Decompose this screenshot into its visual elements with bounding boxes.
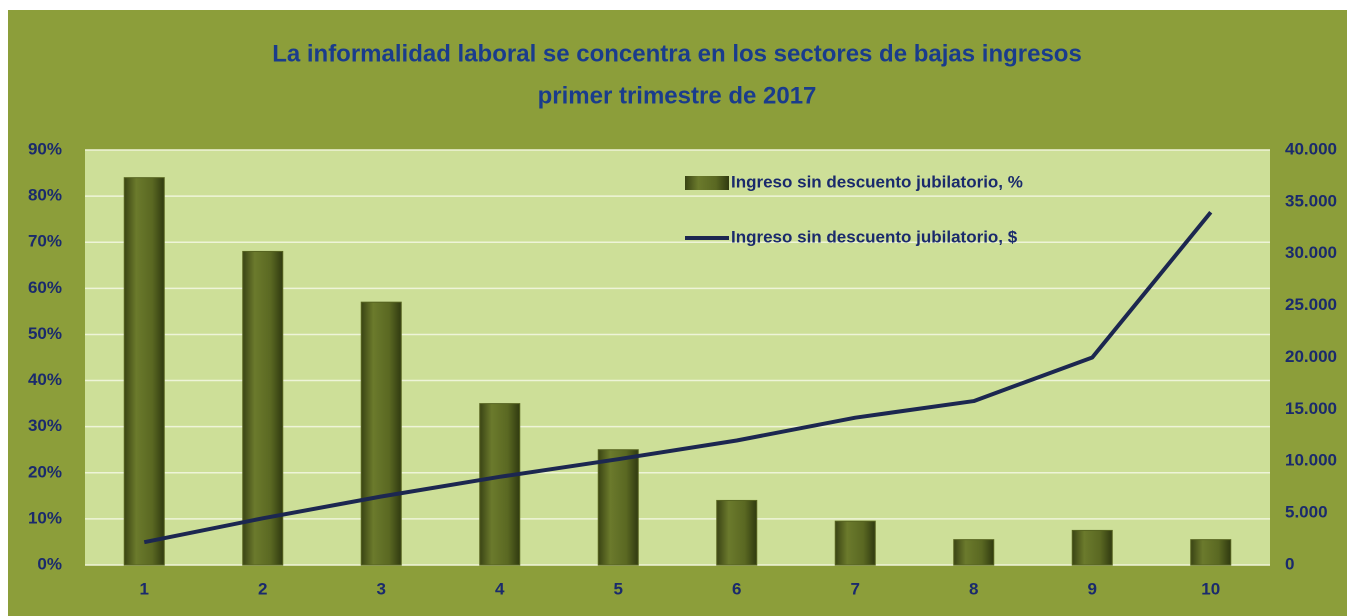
bar: [242, 250, 284, 566]
x-tick-label: 8: [969, 579, 978, 598]
y2-tick-label: 40.000: [1285, 139, 1337, 158]
y-tick-label: 50%: [28, 324, 62, 343]
bar: [123, 177, 165, 566]
bar: [1071, 529, 1113, 566]
x-tick-label: 7: [851, 579, 860, 598]
y2-tick-label: 20.000: [1285, 347, 1337, 366]
x-tick-label: 2: [258, 579, 267, 598]
x-tick-label: 4: [495, 579, 505, 598]
x-tick-label: 1: [140, 579, 149, 598]
bar: [479, 403, 521, 566]
bar: [360, 301, 402, 566]
y-tick-label: 20%: [28, 462, 62, 481]
x-tick-label: 5: [614, 579, 623, 598]
line: [143, 210, 1213, 545]
y2-tick-label: 5.000: [1285, 503, 1328, 522]
legend-label: Ingreso sin descuento jubilatorio, %: [731, 172, 1023, 191]
x-tick-label: 10: [1201, 579, 1220, 598]
y2-tick-label: 35.000: [1285, 191, 1337, 210]
y-tick-label: 30%: [28, 416, 62, 435]
legend-swatch: [685, 176, 729, 190]
y2-tick-label: 0: [1285, 554, 1294, 573]
y2-tick-label: 10.000: [1285, 451, 1337, 470]
y2-tick-label: 25.000: [1285, 295, 1337, 314]
y-tick-label: 70%: [28, 232, 62, 251]
bar: [716, 499, 758, 566]
bar: [834, 520, 876, 566]
x-tick-label: 3: [377, 579, 386, 598]
x-tick-label: 6: [732, 579, 741, 598]
y-tick-label: 80%: [28, 186, 62, 205]
bar: [597, 449, 639, 566]
y2-tick-label: 15.000: [1285, 399, 1337, 418]
y2-tick-label: 30.000: [1285, 243, 1337, 262]
bar: [1190, 539, 1232, 566]
y-tick-label: 0%: [37, 554, 62, 573]
chart-subtitle: primer trimestre de 2017: [538, 82, 817, 109]
y-tick-label: 10%: [28, 508, 62, 527]
y-tick-label: 60%: [28, 278, 62, 297]
y-tick-label: 90%: [28, 139, 62, 158]
bar: [953, 539, 995, 566]
legend-label: Ingreso sin descuento jubilatorio, $: [731, 227, 1018, 246]
chart-title: La informalidad laboral se concentra en …: [272, 40, 1082, 67]
y-tick-label: 40%: [28, 370, 62, 389]
x-tick-label: 9: [1088, 579, 1097, 598]
